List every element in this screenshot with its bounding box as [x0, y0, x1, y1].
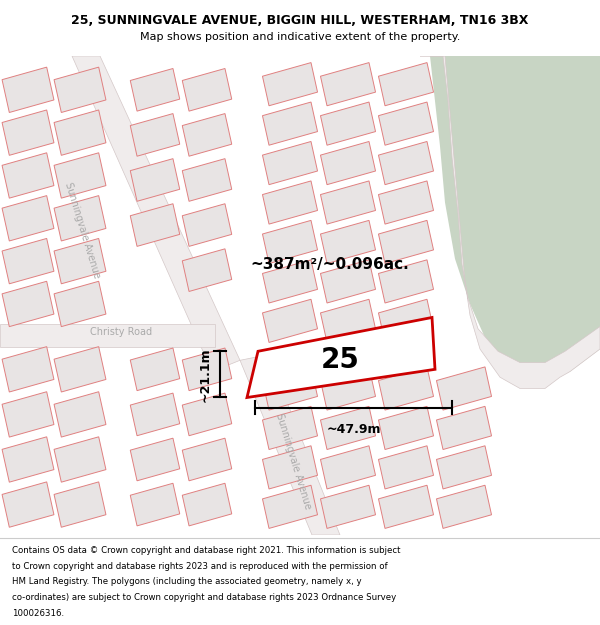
Polygon shape: [182, 114, 232, 156]
Polygon shape: [2, 347, 54, 392]
Polygon shape: [2, 196, 54, 241]
Polygon shape: [0, 324, 215, 347]
Polygon shape: [379, 221, 434, 264]
Polygon shape: [262, 485, 317, 528]
Polygon shape: [247, 318, 435, 398]
Polygon shape: [2, 482, 54, 528]
Polygon shape: [262, 62, 317, 106]
Polygon shape: [262, 367, 317, 410]
Polygon shape: [72, 56, 240, 372]
Polygon shape: [2, 67, 54, 112]
Polygon shape: [182, 204, 232, 246]
Polygon shape: [379, 141, 434, 184]
Polygon shape: [379, 260, 434, 303]
Polygon shape: [262, 260, 317, 303]
Text: to Crown copyright and database rights 2023 and is reproduced with the permissio: to Crown copyright and database rights 2…: [12, 561, 388, 571]
Polygon shape: [54, 152, 106, 198]
Polygon shape: [320, 181, 376, 224]
Polygon shape: [379, 485, 434, 528]
Text: 25, SUNNINGVALE AVENUE, BIGGIN HILL, WESTERHAM, TN16 3BX: 25, SUNNINGVALE AVENUE, BIGGIN HILL, WES…: [71, 14, 529, 27]
Polygon shape: [262, 446, 317, 489]
Polygon shape: [436, 446, 491, 489]
Polygon shape: [182, 393, 232, 436]
Text: Sunningvale Avenue: Sunningvale Avenue: [62, 181, 101, 280]
Polygon shape: [130, 483, 180, 526]
Polygon shape: [54, 392, 106, 437]
Polygon shape: [262, 102, 317, 145]
Polygon shape: [320, 141, 376, 184]
Polygon shape: [182, 438, 232, 481]
Polygon shape: [430, 56, 600, 383]
Polygon shape: [2, 239, 54, 284]
Polygon shape: [2, 281, 54, 327]
Polygon shape: [130, 204, 180, 246]
Polygon shape: [320, 102, 376, 145]
Text: Map shows position and indicative extent of the property.: Map shows position and indicative extent…: [140, 32, 460, 42]
Polygon shape: [54, 110, 106, 156]
Polygon shape: [130, 114, 180, 156]
Polygon shape: [240, 354, 340, 535]
Polygon shape: [182, 69, 232, 111]
Polygon shape: [54, 482, 106, 528]
Polygon shape: [436, 367, 491, 410]
Text: ~387m²/~0.096ac.: ~387m²/~0.096ac.: [251, 257, 409, 272]
Polygon shape: [379, 62, 434, 106]
Text: Contains OS data © Crown copyright and database right 2021. This information is : Contains OS data © Crown copyright and d…: [12, 546, 401, 555]
Polygon shape: [320, 446, 376, 489]
Polygon shape: [2, 152, 54, 198]
Text: Christy Road: Christy Road: [90, 327, 152, 337]
Text: ~47.9m: ~47.9m: [326, 423, 381, 436]
Polygon shape: [130, 159, 180, 201]
Polygon shape: [182, 249, 232, 291]
Polygon shape: [262, 299, 317, 343]
Polygon shape: [320, 221, 376, 264]
Polygon shape: [262, 181, 317, 224]
Polygon shape: [379, 446, 434, 489]
Text: co-ordinates) are subject to Crown copyright and database rights 2023 Ordnance S: co-ordinates) are subject to Crown copyr…: [12, 593, 396, 602]
Polygon shape: [379, 299, 434, 343]
Polygon shape: [2, 110, 54, 156]
Polygon shape: [130, 438, 180, 481]
Polygon shape: [130, 393, 180, 436]
Text: HM Land Registry. The polygons (including the associated geometry, namely x, y: HM Land Registry. The polygons (includin…: [12, 578, 362, 586]
Polygon shape: [320, 367, 376, 410]
Polygon shape: [182, 159, 232, 201]
Text: 25: 25: [320, 346, 359, 374]
Polygon shape: [262, 406, 317, 449]
Polygon shape: [320, 406, 376, 449]
Polygon shape: [130, 348, 180, 391]
Text: Sunningvale Avenue: Sunningvale Avenue: [274, 412, 313, 511]
Polygon shape: [436, 485, 491, 528]
Polygon shape: [54, 239, 106, 284]
Polygon shape: [379, 181, 434, 224]
Polygon shape: [379, 102, 434, 145]
Polygon shape: [320, 260, 376, 303]
Polygon shape: [320, 62, 376, 106]
Polygon shape: [182, 483, 232, 526]
Polygon shape: [130, 69, 180, 111]
Polygon shape: [262, 221, 317, 264]
Polygon shape: [379, 367, 434, 410]
Polygon shape: [54, 67, 106, 112]
Polygon shape: [262, 141, 317, 184]
Text: ~21.1m: ~21.1m: [199, 347, 212, 402]
Polygon shape: [182, 348, 232, 391]
Polygon shape: [436, 406, 491, 449]
Polygon shape: [54, 196, 106, 241]
Polygon shape: [379, 406, 434, 449]
Polygon shape: [2, 437, 54, 482]
Polygon shape: [54, 347, 106, 392]
Text: 100026316.: 100026316.: [12, 609, 64, 618]
Polygon shape: [54, 437, 106, 482]
Polygon shape: [320, 299, 376, 343]
Polygon shape: [54, 281, 106, 327]
Polygon shape: [2, 392, 54, 437]
Polygon shape: [320, 485, 376, 528]
Polygon shape: [420, 56, 600, 389]
